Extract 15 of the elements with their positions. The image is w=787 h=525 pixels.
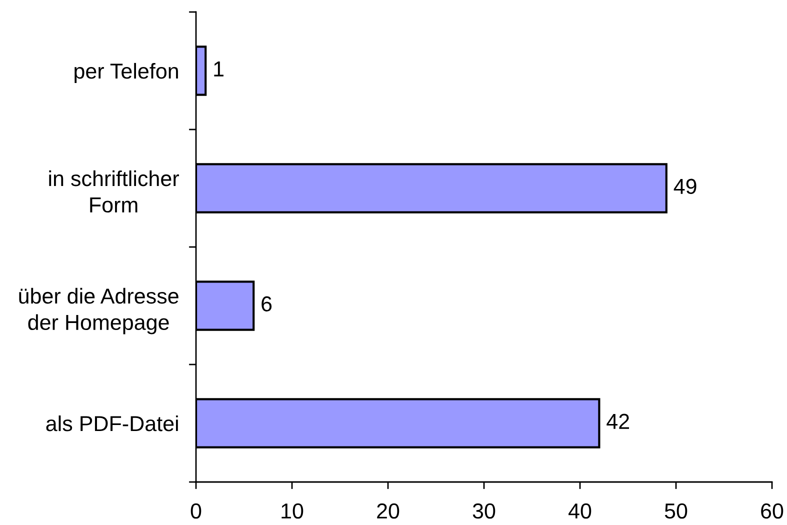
data-label: 6 xyxy=(262,296,272,312)
x-tick-label: 10 xyxy=(282,503,304,519)
data-label: 42 xyxy=(606,414,630,429)
y-tick-label: über die Adresse der Homepage xyxy=(19,288,178,334)
y-tick-label: per Telefon xyxy=(74,62,178,84)
x-tick-label: 40 xyxy=(568,503,592,519)
y-tick-label: in schriftlicher Form xyxy=(49,170,179,213)
x-tick-label: 30 xyxy=(472,503,496,519)
y-tick-label: als PDF-Datei xyxy=(46,415,178,432)
data-label: 1 xyxy=(214,62,224,76)
x-tick-label: 20 xyxy=(377,503,400,519)
x-tick-label: 0 xyxy=(190,503,202,519)
x-tick-label: 60 xyxy=(761,503,784,519)
x-tick-label: 50 xyxy=(664,503,688,519)
data-label: 49 xyxy=(674,178,696,194)
